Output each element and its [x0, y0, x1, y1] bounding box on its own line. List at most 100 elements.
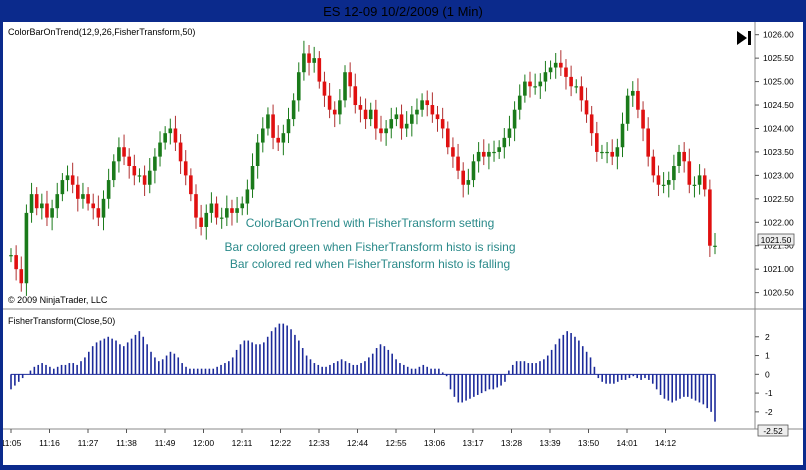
price-tick-label: 1023.00 — [763, 170, 794, 180]
price-bar-body — [245, 189, 250, 204]
price-bar-body — [86, 194, 90, 204]
price-bar-body — [204, 212, 209, 227]
fisher-indicator-label: FisherTransform(Close,50) — [8, 316, 115, 326]
price-bar-body — [538, 81, 543, 87]
price-bar-body — [137, 175, 142, 177]
price-bar-body — [656, 175, 661, 185]
price-tick-label: 1025.50 — [763, 53, 794, 63]
price-bar-body — [219, 217, 224, 219]
price-bar-body — [461, 170, 466, 185]
time-tick-label: 12:22 — [270, 438, 292, 448]
time-tick-label: 11:05 — [3, 438, 22, 448]
time-tick-label: 12:55 — [385, 438, 407, 448]
price-bar-body — [240, 203, 245, 209]
price-bar-body — [445, 128, 450, 148]
price-bar-body — [394, 114, 399, 120]
price-bar-body — [481, 151, 486, 157]
price-bar-body — [173, 128, 178, 143]
price-tick-label: 1024.00 — [763, 123, 794, 133]
price-indicator-label: ColorBarOnTrend(12,9,26,FisherTransform,… — [8, 27, 195, 37]
price-bar-body — [456, 156, 460, 171]
time-tick-label: 13:28 — [501, 438, 523, 448]
price-bar-body — [343, 72, 347, 101]
price-bar-body — [235, 208, 239, 213]
fisher-tick-label: 1 — [765, 351, 770, 361]
price-bar-body — [528, 81, 532, 87]
price-bar-body — [672, 166, 676, 181]
price-bar-body — [636, 90, 640, 110]
price-bar-body — [651, 156, 656, 176]
price-bar-body — [34, 194, 39, 209]
price-bar-body — [512, 109, 517, 129]
price-bar-body — [697, 175, 702, 185]
play-to-end-icon[interactable] — [737, 31, 751, 45]
price-bar-body — [29, 194, 34, 213]
price-bar-body — [379, 128, 383, 134]
price-bar-body — [255, 142, 260, 166]
price-bar-body — [548, 67, 553, 73]
price-bar-body — [70, 175, 75, 185]
price-bar-body — [600, 151, 604, 154]
price-bar-body — [127, 156, 131, 166]
price-bar-body — [111, 161, 116, 181]
price-bar-body — [471, 161, 476, 181]
time-tick-label: 13:06 — [424, 438, 446, 448]
price-bar-body — [214, 203, 219, 218]
price-bar-body — [40, 203, 44, 209]
price-bar-body — [183, 161, 188, 176]
time-tick-label: 12:11 — [232, 438, 253, 448]
price-bar-body — [374, 109, 378, 129]
price-bar-body — [610, 151, 615, 157]
price-bar-body — [60, 180, 65, 195]
price-bar-body — [209, 203, 214, 213]
price-bar-body — [327, 95, 332, 110]
last-price-label: 1021.50 — [761, 235, 792, 245]
price-bar-body — [625, 95, 630, 124]
price-bar-body — [291, 100, 296, 120]
price-bar-body — [332, 109, 337, 115]
copyright-text: © 2009 NinjaTrader, LLC — [8, 295, 108, 305]
price-bar-body — [281, 133, 286, 143]
price-bar-body — [492, 151, 496, 154]
price-bar-body — [702, 175, 707, 190]
price-bar-body — [502, 137, 507, 148]
price-tick-label: 1024.50 — [763, 100, 794, 110]
price-bar-body — [415, 109, 419, 115]
time-tick-label: 13:50 — [578, 438, 600, 448]
fisher-tick-label: -1 — [765, 388, 773, 398]
chart-canvas[interactable]: ColorBarOnTrend(12,9,26,FisherTransform,… — [3, 22, 803, 465]
price-bar-body — [286, 119, 291, 134]
price-tick-label: 1021.00 — [763, 264, 794, 274]
price-bar-body — [708, 189, 712, 246]
price-bar-body — [250, 166, 255, 190]
fisher-tick-label: 2 — [765, 332, 770, 342]
time-tick-label: 11:49 — [155, 438, 176, 448]
price-bar-body — [487, 151, 491, 157]
time-tick-label: 13:39 — [539, 438, 561, 448]
price-tick-label: 1020.50 — [763, 288, 794, 298]
price-bar-body — [317, 58, 322, 82]
price-bar-body — [692, 184, 697, 186]
price-bar-body — [384, 128, 388, 134]
price-bar-body — [163, 133, 167, 143]
price-bar-body — [199, 217, 203, 227]
price-bar-body — [404, 123, 409, 129]
price-bar-body — [194, 194, 198, 218]
price-bar-body — [399, 114, 404, 129]
price-bar-body — [266, 114, 270, 129]
price-tick-label: 1022.00 — [763, 217, 794, 227]
price-bar-body — [158, 142, 162, 157]
time-tick-label: 11:38 — [116, 438, 137, 448]
price-bar-body — [122, 147, 126, 157]
price-bar-body — [9, 255, 13, 257]
fisher-tick-label: -2 — [765, 407, 773, 417]
price-bar-body — [523, 81, 527, 96]
price-bar-body — [296, 72, 301, 101]
price-tick-label: 1026.00 — [763, 30, 794, 40]
price-tick-label: 1025.00 — [763, 77, 794, 87]
time-tick-label: 12:44 — [347, 438, 369, 448]
price-bar-body — [584, 100, 589, 115]
price-bar-body — [420, 100, 424, 110]
price-bar-body — [338, 100, 342, 115]
annotation-line-1: ColorBarOnTrend with FisherTransform set… — [246, 216, 495, 230]
